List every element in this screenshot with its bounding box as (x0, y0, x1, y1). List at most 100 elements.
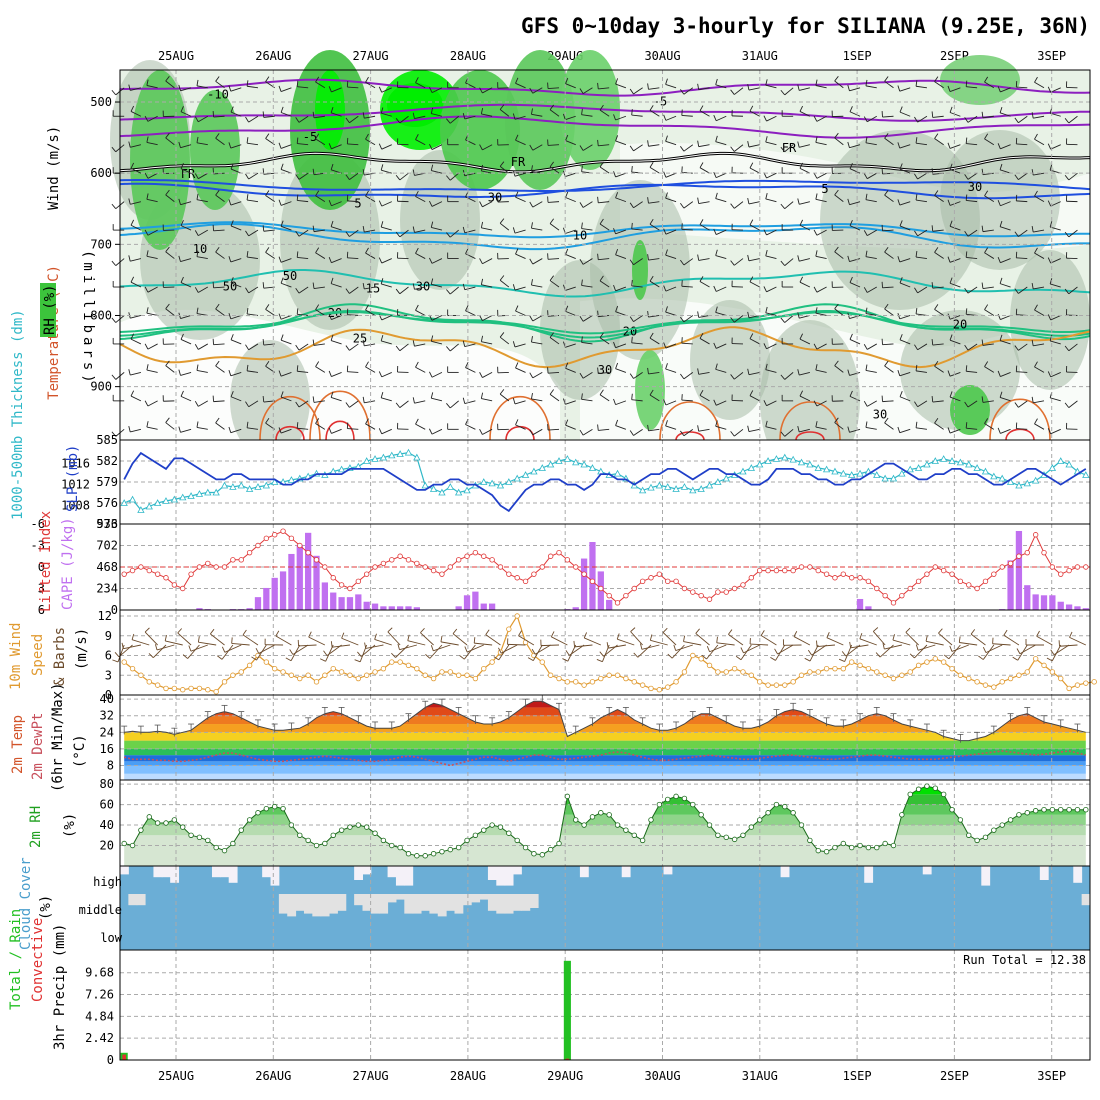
wind-barb (675, 644, 693, 651)
contour-label: -5 (303, 130, 317, 144)
li-point (982, 578, 989, 585)
wind-barb-flag (807, 649, 813, 656)
wind-barb (615, 115, 627, 121)
wind10-speed: Speed (30, 634, 46, 676)
wind-barb-flag (130, 276, 135, 283)
wind-barb (452, 633, 468, 646)
wind-barb-flag (897, 313, 901, 320)
wind-barb (581, 114, 593, 117)
wind-barb-flag (859, 633, 863, 639)
wind-barb-flag (915, 251, 918, 258)
wind-barb-flag (341, 632, 345, 639)
wind-barb-flag (296, 80, 299, 87)
wind-barb (865, 199, 877, 203)
li-point (455, 557, 462, 563)
cape-bar (488, 603, 496, 610)
wind-barb (414, 343, 426, 347)
rh-point (447, 846, 454, 853)
cloud-clear-segment (120, 866, 129, 875)
cloud-panel (119, 865, 1091, 951)
cloud-clear-segment (437, 894, 447, 917)
thickness-point (1048, 464, 1057, 471)
cloud-clear-segment (337, 894, 347, 911)
warm-contour (989, 398, 1051, 441)
wind-barb (1068, 229, 1078, 238)
wind-barb-flag (479, 258, 483, 264)
wind-barb (698, 201, 710, 204)
wind-barb-flag (165, 76, 170, 82)
wind-barb-flag (943, 654, 950, 660)
wind-barb-flag (328, 256, 332, 263)
wind-barb-flag (330, 641, 333, 648)
wind-barb (247, 427, 259, 430)
thickness-point (772, 455, 781, 462)
wind-barb (331, 87, 342, 93)
wind-barb-flag (899, 163, 903, 170)
cape-bar (606, 599, 613, 610)
wind-barb (849, 225, 861, 231)
wind-speed-point (506, 626, 512, 632)
li-point (614, 600, 621, 606)
li-point (397, 553, 403, 559)
thickness-point (856, 469, 864, 477)
rh-tick-label: 20 (100, 839, 114, 853)
wind-barb-flag (550, 631, 555, 638)
wind-barb-flag (479, 87, 483, 94)
wind-barb-flag (984, 76, 989, 83)
wind-barb-flag (345, 117, 350, 123)
rh-point (1074, 806, 1081, 813)
wind-speed-point (740, 669, 746, 675)
wind-barb (865, 256, 877, 260)
wind-barb-flag (713, 342, 717, 349)
wind-barb-flag (493, 656, 500, 661)
wind-barb (263, 229, 275, 232)
wind-barb-flag (763, 229, 767, 236)
thickness-point (187, 492, 195, 499)
wind-barb (967, 115, 978, 123)
wind-barb (165, 251, 175, 259)
thickness-point (488, 479, 496, 487)
wind-barb (147, 229, 158, 236)
saturated-area (315, 70, 345, 150)
wind-barb-flag (763, 343, 767, 349)
wind-barb (130, 371, 142, 376)
wind-speed-point (322, 672, 328, 678)
wind-barb-flag (615, 419, 619, 426)
wind-barb-flag (328, 200, 332, 206)
wind-barb (230, 258, 242, 263)
li-point (957, 578, 964, 585)
li-point (188, 571, 194, 577)
rh2m-units: (%) (62, 813, 78, 838)
wind-barb (608, 644, 626, 649)
wind-barb (793, 636, 811, 646)
wind-barb-flag (395, 288, 401, 295)
cloud-clear-segment (780, 866, 790, 878)
wind-barb (699, 281, 710, 288)
wind-barb-flag (615, 305, 619, 312)
contour-label: -10 (207, 87, 229, 101)
wind-speed-point (539, 659, 545, 665)
wind-barb (146, 85, 158, 89)
wind-barb (551, 636, 568, 646)
wind-barb (532, 201, 543, 208)
wind-barb-flag (182, 654, 188, 659)
wind-barb-flag (680, 430, 685, 437)
cloud-level-label: high (93, 875, 122, 889)
wind-barb (681, 342, 693, 345)
wind-barb (414, 286, 426, 290)
wind-barb (615, 368, 627, 373)
wind-barb (147, 115, 158, 122)
cloud-clear-segment (513, 894, 522, 911)
rh-point (238, 827, 244, 833)
wind-barb (315, 309, 326, 316)
wind-barb-flag (629, 373, 634, 379)
wind-barb-flag (1014, 288, 1019, 294)
cloud-clear-segment (1039, 866, 1049, 880)
cape-bar (405, 606, 412, 610)
wind-barb-flag (245, 287, 250, 294)
wind-barb (665, 140, 677, 146)
thickness-point (797, 458, 806, 466)
wind-barb (433, 644, 451, 652)
wind-barb-flag (1014, 345, 1019, 351)
